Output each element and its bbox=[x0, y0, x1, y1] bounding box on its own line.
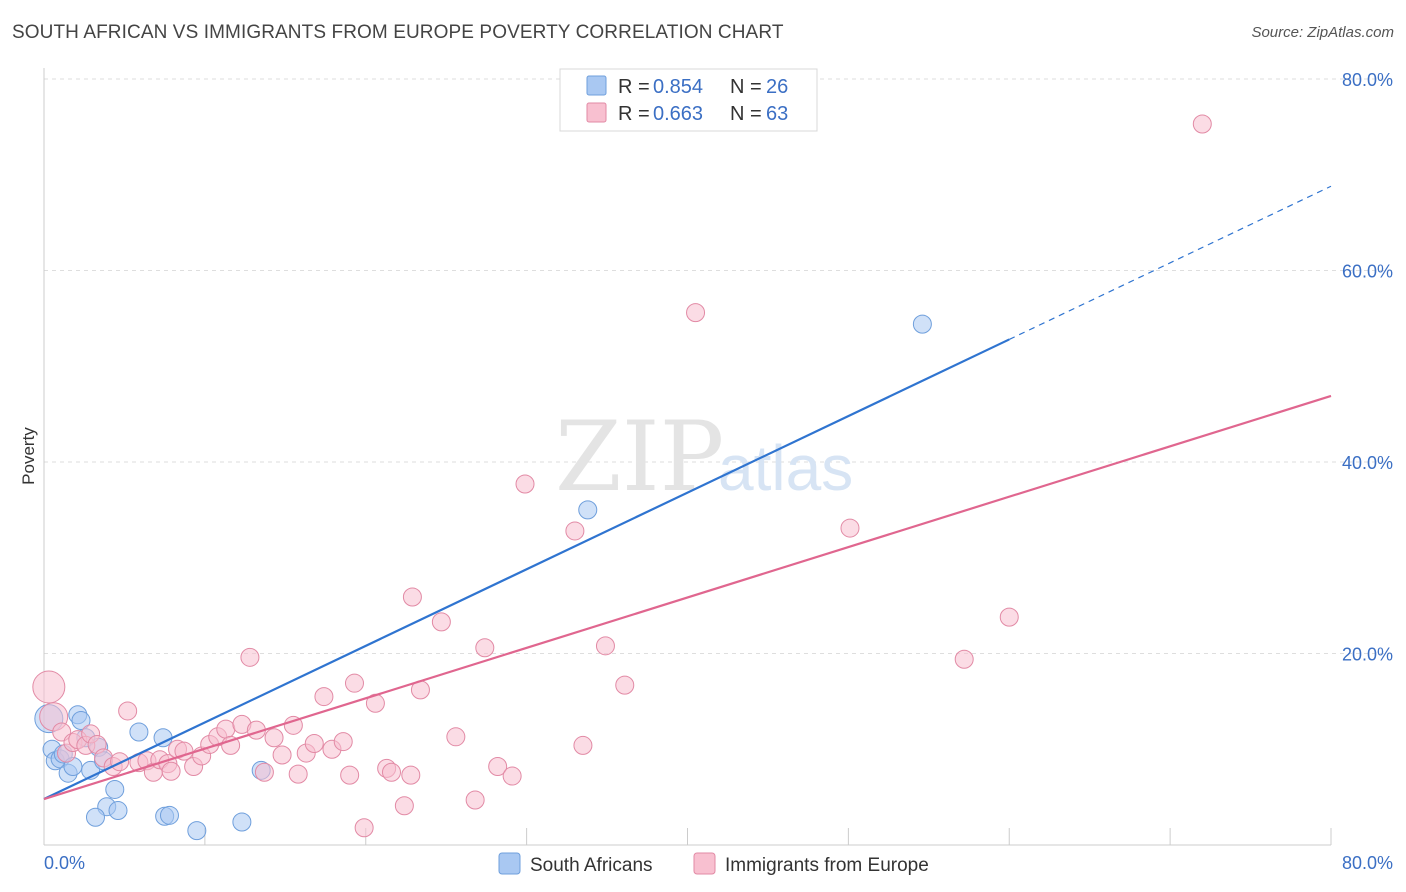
point-immigrants-from-europe bbox=[340, 765, 360, 785]
point-south-africans bbox=[232, 812, 252, 832]
x-tick-label-min: 0.0% bbox=[44, 853, 85, 873]
legend-r-value-south-africans: 0.854 bbox=[653, 76, 703, 98]
point-immigrants-from-europe bbox=[431, 612, 451, 632]
trend-line-extension-south-africans bbox=[1008, 185, 1332, 340]
point-south-africans bbox=[105, 779, 125, 799]
trend-lines bbox=[43, 185, 1332, 801]
point-immigrants-from-europe bbox=[32, 670, 66, 704]
y-axis-label: Poverty bbox=[19, 427, 38, 485]
point-immigrants-from-europe bbox=[401, 765, 421, 785]
legend-correlation: R = 0.854 N = 26 R = 0.663 N = 63 bbox=[559, 68, 818, 132]
point-immigrants-from-europe bbox=[333, 732, 353, 752]
y-tick-label: 60.0% bbox=[1342, 262, 1393, 282]
point-south-africans bbox=[912, 314, 932, 334]
x-tick-label-max: 80.0% bbox=[1342, 853, 1393, 873]
point-immigrants-from-europe bbox=[110, 752, 130, 772]
point-immigrants-from-europe bbox=[446, 727, 466, 747]
legend-bottom-swatch-immigrants bbox=[693, 852, 716, 875]
point-south-africans bbox=[108, 801, 128, 821]
source-credit: Source: ZipAtlas.com bbox=[1251, 24, 1394, 41]
point-immigrants-from-europe bbox=[288, 764, 308, 784]
point-immigrants-from-europe bbox=[314, 687, 334, 707]
point-south-africans bbox=[129, 722, 149, 742]
point-immigrants-from-europe bbox=[615, 675, 635, 695]
trend-line-immigrants-from-europe bbox=[43, 394, 1332, 801]
x-axis-ticks bbox=[204, 828, 1332, 845]
point-immigrants-from-europe bbox=[840, 518, 860, 538]
grid-lines bbox=[44, 78, 1393, 654]
legend-swatch-south-africans bbox=[586, 75, 607, 96]
point-south-africans bbox=[187, 821, 207, 841]
legend-bottom-swatch-south-africans bbox=[498, 852, 521, 875]
legend-r-label: R = bbox=[618, 103, 650, 125]
legend-n-value-immigrants: 63 bbox=[766, 103, 788, 125]
point-immigrants-from-europe bbox=[515, 474, 535, 494]
point-immigrants-from-europe bbox=[502, 766, 522, 786]
legend-series: South Africans Immigrants from Europe bbox=[498, 852, 929, 876]
point-immigrants-from-europe bbox=[1192, 114, 1212, 134]
point-immigrants-from-europe bbox=[304, 734, 324, 754]
point-immigrants-from-europe bbox=[475, 638, 495, 658]
point-immigrants-from-europe bbox=[254, 762, 274, 782]
point-immigrants-from-europe bbox=[283, 715, 303, 735]
point-south-africans bbox=[85, 807, 105, 827]
point-immigrants-from-europe bbox=[573, 735, 593, 755]
point-immigrants-from-europe bbox=[216, 719, 236, 739]
point-immigrants-from-europe bbox=[394, 796, 414, 816]
y-tick-label: 20.0% bbox=[1342, 645, 1393, 665]
watermark-zip: ZIP bbox=[555, 401, 724, 513]
legend-swatch-immigrants bbox=[586, 102, 607, 123]
point-south-africans bbox=[71, 711, 91, 731]
point-immigrants-from-europe bbox=[595, 636, 615, 656]
trend-line-south-africans bbox=[43, 338, 1010, 801]
legend-bottom-label-immigrants: Immigrants from Europe bbox=[725, 855, 929, 876]
legend-r-value-immigrants: 0.663 bbox=[653, 103, 703, 125]
legend-r-label: R = bbox=[618, 76, 650, 98]
point-immigrants-from-europe bbox=[954, 649, 974, 669]
point-immigrants-from-europe bbox=[272, 745, 292, 765]
y-tick-label: 80.0% bbox=[1342, 70, 1393, 90]
point-immigrants-from-europe bbox=[402, 587, 422, 607]
point-south-africans bbox=[578, 500, 598, 520]
point-immigrants-from-europe bbox=[344, 673, 364, 693]
point-immigrants-from-europe bbox=[161, 761, 181, 781]
watermark: ZIP atlas bbox=[555, 401, 853, 513]
point-immigrants-from-europe bbox=[999, 607, 1019, 627]
point-immigrants-from-europe bbox=[240, 647, 260, 667]
legend-n-label: N = bbox=[730, 76, 762, 98]
legend-bottom-label-south-africans: South Africans bbox=[530, 855, 653, 876]
point-immigrants-from-europe bbox=[488, 756, 508, 776]
legend-n-label: N = bbox=[730, 103, 762, 125]
point-immigrants-from-europe bbox=[381, 762, 401, 782]
point-immigrants-from-europe bbox=[686, 303, 706, 323]
point-south-africans bbox=[159, 805, 179, 825]
y-axis-tick-labels: 20.0% 40.0% 60.0% 80.0% bbox=[1342, 70, 1393, 665]
point-immigrants-from-europe bbox=[565, 521, 585, 541]
point-immigrants-from-europe bbox=[118, 701, 138, 721]
point-immigrants-from-europe bbox=[264, 728, 284, 748]
chart-title: SOUTH AFRICAN VS IMMIGRANTS FROM EUROPE … bbox=[12, 22, 784, 43]
legend-n-value-south-africans: 26 bbox=[766, 76, 788, 98]
point-immigrants-from-europe bbox=[465, 790, 485, 810]
data-points bbox=[32, 114, 1212, 841]
point-south-africans bbox=[153, 728, 173, 748]
point-immigrants-from-europe bbox=[354, 818, 374, 838]
y-tick-label: 40.0% bbox=[1342, 453, 1393, 473]
